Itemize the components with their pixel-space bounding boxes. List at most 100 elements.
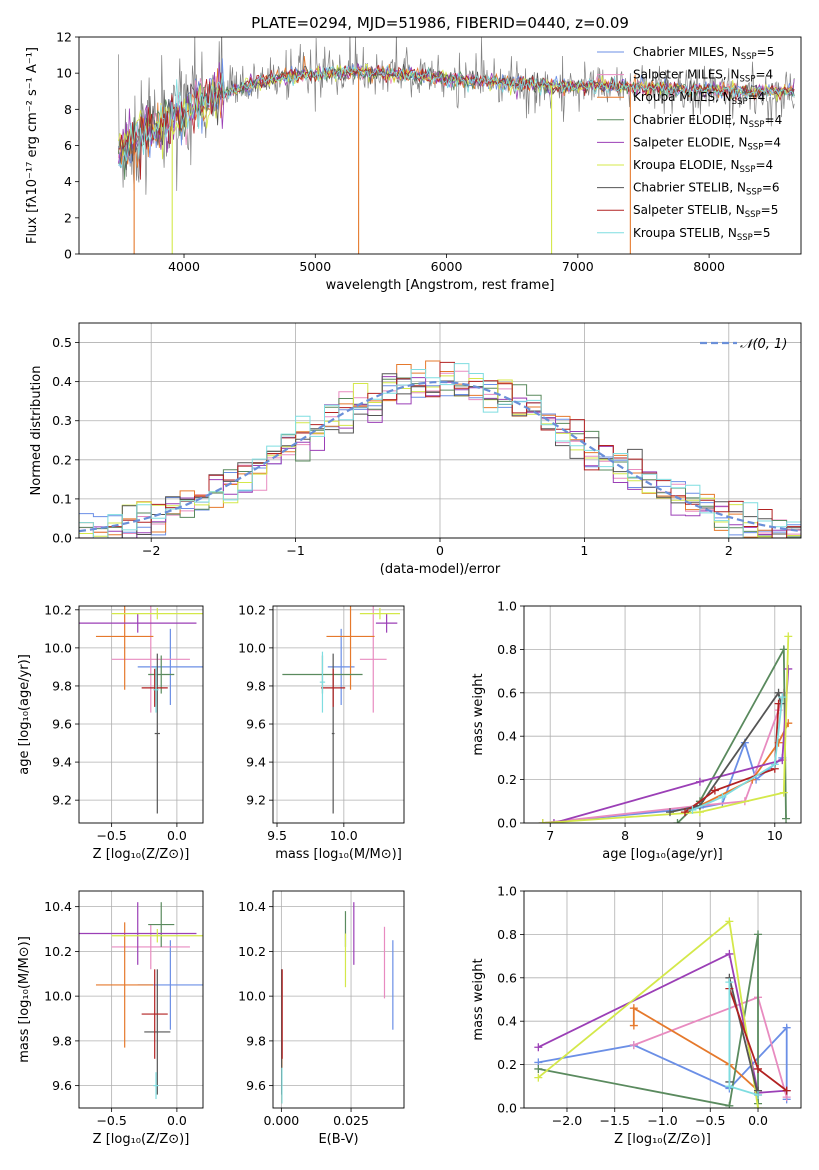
y-tick-label: 10.4 <box>44 899 72 914</box>
marker-plus <box>782 1086 791 1095</box>
series-kroupa-stelib <box>692 697 784 811</box>
marker-plus <box>725 1082 734 1091</box>
x-tick-label: −0.5 <box>695 1113 725 1128</box>
figure-title: PLATE=0294, MJD=51986, FIBERID=0440, z=0… <box>251 14 629 32</box>
marker-plus <box>629 1041 638 1050</box>
y-tick-label: 10.0 <box>238 989 266 1004</box>
marker-plus <box>673 819 682 823</box>
x-tick-label: 1 <box>580 543 588 558</box>
axes-frame <box>272 605 405 824</box>
legend-label: Chabrier STELIB, NSSP=6 <box>633 181 780 198</box>
y-tick-label: 0.8 <box>497 927 517 942</box>
y-tick-label: 0.5 <box>52 335 72 350</box>
x-tick-label: −1.0 <box>647 1113 677 1128</box>
marker-plus <box>710 786 719 795</box>
axes-frame <box>272 890 405 1109</box>
marker-plus <box>754 930 763 939</box>
y-tick-label: 9.2 <box>52 793 72 808</box>
marker-plus <box>774 688 783 697</box>
model-kroupa-stelib <box>118 64 795 169</box>
marker-plus <box>665 808 674 817</box>
x-tick-label: −0.5 <box>96 1113 126 1128</box>
y-tick-label: 9.8 <box>52 678 72 693</box>
axes-frame <box>78 890 204 1109</box>
errorbars <box>281 902 394 1104</box>
x-tick-label: −2 <box>142 543 160 558</box>
legend-label: Salpeter ELODIE, NSSP=4 <box>633 135 781 152</box>
y-tick-label: 0.4 <box>52 374 72 389</box>
x-tick-label: 0.0 <box>748 1113 768 1128</box>
series-salpeter-stelib <box>684 703 780 813</box>
y-tick-label: 10.4 <box>238 899 266 914</box>
y-tick-label: 9.6 <box>246 1078 266 1093</box>
x-tick-label: 0.025 <box>333 1113 369 1128</box>
axes-frame <box>78 322 802 539</box>
x-axis-label: Z [log₁₀(Z/Z⊙)] <box>614 1132 711 1147</box>
x-tick-label: −1.5 <box>600 1113 630 1128</box>
marker-plus <box>725 949 734 958</box>
y-tick-label: 9.6 <box>52 717 72 732</box>
gaussian-curve <box>79 380 801 533</box>
y-tick-label: 2 <box>64 210 72 225</box>
legend-label: 𝒩(0, 1) <box>740 337 787 352</box>
x-tick-label: 8 <box>621 828 629 843</box>
y-tick-label: 1.0 <box>497 884 517 899</box>
y-tick-label: 10.0 <box>44 989 72 1004</box>
x-tick-label: 4000 <box>168 259 200 274</box>
panel-massweight-vs-z: −2.0 −1.5 −1.0 −0.5 0.0 0.0 0.2 0.4 0.6 0.8 1.0 Z [… <box>471 884 802 1147</box>
y-tick-label: 10.2 <box>44 602 72 617</box>
y-tick-label: 9.6 <box>246 717 266 732</box>
y-tick-label: 9.4 <box>52 755 72 770</box>
y-axis-label: mass weight <box>471 958 486 1040</box>
marker-plus <box>754 1104 763 1108</box>
y-tick-label: 10.2 <box>238 944 266 959</box>
x-tick-label: −0.5 <box>96 828 126 843</box>
y-tick-label: 10.0 <box>44 640 72 655</box>
x-tick-label: −2.0 <box>552 1113 582 1128</box>
marker-plus <box>754 1064 763 1073</box>
panel-mass-vs-z: −0.5 0.0 9.6 9.8 10.0 10.2 10.4 Z [log₁₀(Z/Z⊙)]… <box>17 890 204 1147</box>
y-axis-label: age [log₁₀(age/yr)] <box>17 654 32 775</box>
marker-plus <box>784 632 793 641</box>
x-tick-label: 10 <box>767 828 783 843</box>
y-tick-label: 6 <box>64 138 72 153</box>
x-axis-label: mass [log₁₀(M/M⊙)] <box>275 847 402 862</box>
y-axis-label: Normed distribution <box>29 366 44 496</box>
marker-plus <box>680 808 689 817</box>
x-tick-label: 0.0 <box>167 1113 187 1128</box>
y-tick-label: 9.8 <box>52 1033 72 1048</box>
y-tick-label: 0.6 <box>497 970 517 985</box>
axes-frame <box>78 605 204 824</box>
y-tick-label: 0 <box>64 247 72 262</box>
y-tick-label: 0.0 <box>52 531 72 546</box>
histogram-salpeter-stelib <box>79 361 801 538</box>
marker-plus <box>534 1043 543 1052</box>
marker-plus <box>782 814 791 823</box>
x-tick-label: 0.000 <box>263 1113 299 1128</box>
spectrum-lines <box>118 37 795 254</box>
marker-plus <box>725 917 734 926</box>
y-tick-label: 4 <box>64 174 72 189</box>
y-tick-label: 0.4 <box>497 729 517 744</box>
axes-frame <box>78 36 802 255</box>
panel-residuals: −2 −1 0 1 2 0.0 0.1 0.2 0.3 0.4 0.5 (data-model)/er… <box>29 322 802 577</box>
marker-plus <box>778 693 787 702</box>
y-tick-label: 0.0 <box>497 1101 517 1116</box>
x-tick-label: 7 <box>546 828 554 843</box>
marker-plus <box>782 1023 791 1032</box>
marker-plus <box>770 760 779 769</box>
legend-label: Kroupa ELODIE, NSSP=4 <box>633 158 773 175</box>
x-tick-label: 5000 <box>299 259 331 274</box>
panel-age-vs-mass: 9.5 10.0 9.2 9.4 9.6 9.8 10.0 10.2 mass [log₁₀(M… <box>238 602 405 862</box>
y-axis-label: mass [log₁₀(M/M⊙)] <box>17 936 32 1063</box>
errorbars <box>79 606 203 814</box>
x-tick-label: −1 <box>286 543 304 558</box>
marker-plus <box>718 792 727 801</box>
x-tick-label: 0.0 <box>167 828 187 843</box>
marker-plus <box>629 1004 638 1013</box>
x-axis-label: age [log₁₀(age/yr)] <box>602 847 723 862</box>
x-axis-label: Z [log₁₀(Z/Z⊙)] <box>93 847 190 862</box>
marker-plus <box>549 819 558 823</box>
panel-mass-vs-ebv: 0.000 0.025 9.6 9.8 10.0 10.2 10.4 E(B-V) <box>238 890 405 1147</box>
